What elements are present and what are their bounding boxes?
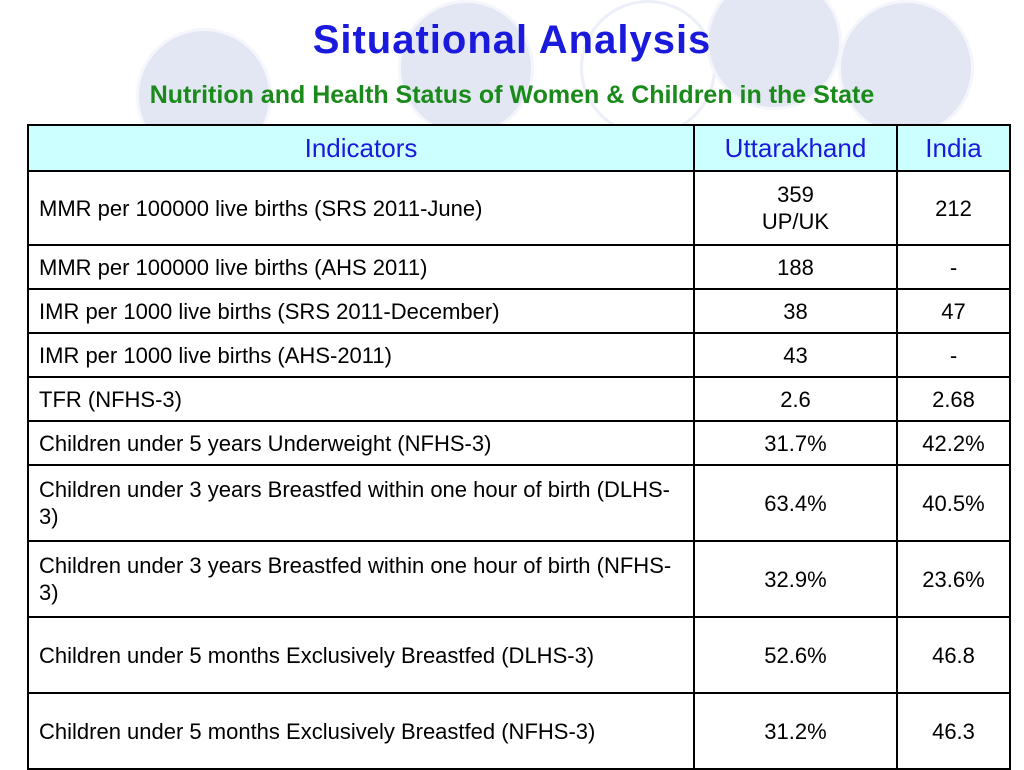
decorative-circle bbox=[706, 0, 842, 110]
india-cell: - bbox=[896, 244, 1011, 290]
uttarakhand-cell: 52.6% bbox=[693, 616, 898, 694]
uttarakhand-cell: 63.4% bbox=[693, 464, 898, 542]
india-cell: 212 bbox=[896, 170, 1011, 246]
slide-subtitle: Nutrition and Health Status of Women & C… bbox=[149, 81, 875, 109]
indicator-cell: Children under 5 months Exclusively Brea… bbox=[27, 616, 695, 694]
header-uttarakhand: Uttarakhand bbox=[693, 124, 898, 172]
uttarakhand-cell: 188 bbox=[693, 244, 898, 290]
uttarakhand-cell: 31.2% bbox=[693, 692, 898, 770]
table-row: TFR (NFHS-3) 2.6 2.68 bbox=[27, 376, 1011, 422]
table-row: Children under 5 years Underweight (NFHS… bbox=[27, 420, 1011, 466]
table-row: IMR per 1000 live births (SRS 2011-Decem… bbox=[27, 288, 1011, 334]
decorative-circle bbox=[398, 0, 534, 136]
table-row: Children under 5 months Exclusively Brea… bbox=[27, 692, 1011, 770]
uttarakhand-cell: 2.6 bbox=[693, 376, 898, 422]
india-cell: 2.68 bbox=[896, 376, 1011, 422]
india-cell: 46.3 bbox=[896, 692, 1011, 770]
india-cell: 47 bbox=[896, 288, 1011, 334]
india-cell: 46.8 bbox=[896, 616, 1011, 694]
table-row: MMR per 100000 live births (SRS 2011-Jun… bbox=[27, 170, 1011, 246]
table-row: Children under 3 years Breastfed within … bbox=[27, 540, 1011, 618]
table-row: IMR per 1000 live births (AHS-2011) 43 - bbox=[27, 332, 1011, 378]
indicator-cell: MMR per 100000 live births (AHS 2011) bbox=[27, 244, 695, 290]
table-row: MMR per 100000 live births (AHS 2011) 18… bbox=[27, 244, 1011, 290]
india-cell: - bbox=[896, 332, 1011, 378]
uttarakhand-value: 359 bbox=[777, 182, 814, 207]
india-cell: 42.2% bbox=[896, 420, 1011, 466]
india-cell: 40.5% bbox=[896, 464, 1011, 542]
uttarakhand-cell: 43 bbox=[693, 332, 898, 378]
header-indicators: Indicators bbox=[27, 124, 695, 172]
indicator-cell: Children under 3 years Breastfed within … bbox=[27, 464, 695, 542]
table-header-row: Indicators Uttarakhand India bbox=[27, 124, 1011, 172]
table-row: Children under 3 years Breastfed within … bbox=[27, 464, 1011, 542]
indicator-cell: IMR per 1000 live births (SRS 2011-Decem… bbox=[27, 288, 695, 334]
indicator-cell: Children under 5 years Underweight (NFHS… bbox=[27, 420, 695, 466]
uttarakhand-cell: 31.7% bbox=[693, 420, 898, 466]
indicator-cell: IMR per 1000 live births (AHS-2011) bbox=[27, 332, 695, 378]
indicator-cell: TFR (NFHS-3) bbox=[27, 376, 695, 422]
indicator-cell: Children under 5 months Exclusively Brea… bbox=[27, 692, 695, 770]
indicators-table: Indicators Uttarakhand India MMR per 100… bbox=[27, 124, 1011, 770]
uttarakhand-note: UP/UK bbox=[761, 209, 830, 234]
india-cell: 23.6% bbox=[896, 540, 1011, 618]
uttarakhand-cell: 32.9% bbox=[693, 540, 898, 618]
decorative-circle bbox=[838, 0, 974, 136]
indicator-cell: Children under 3 years Breastfed within … bbox=[27, 540, 695, 618]
header-india: India bbox=[896, 124, 1011, 172]
slide-title: Situational Analysis bbox=[312, 18, 712, 62]
uttarakhand-cell: 38 bbox=[693, 288, 898, 334]
uttarakhand-cell: 359 UP/UK bbox=[693, 170, 898, 246]
indicator-cell: MMR per 100000 live births (SRS 2011-Jun… bbox=[27, 170, 695, 246]
table-row: Children under 5 months Exclusively Brea… bbox=[27, 616, 1011, 694]
